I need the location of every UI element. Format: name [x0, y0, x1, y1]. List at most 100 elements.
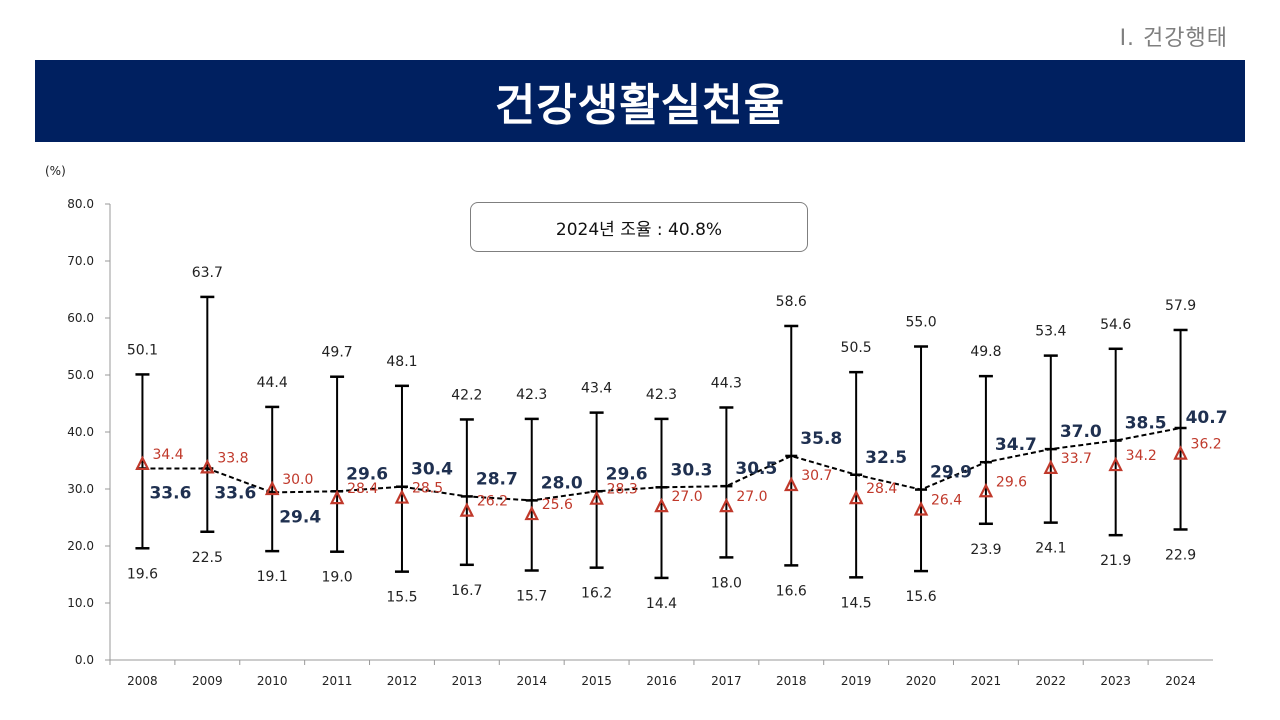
min-label: 14.5 [841, 595, 872, 611]
mean-label: 40.7 [1186, 408, 1228, 428]
triangle-label: 30.7 [801, 468, 832, 484]
annotation-box: 2024년 조율 : 40.8% [470, 202, 808, 252]
title-banner: 건강생활실천율 [35, 60, 1245, 142]
mean-label: 38.5 [1125, 414, 1167, 434]
max-label: 43.4 [581, 381, 612, 397]
page-title: 건강생활실천율 [494, 80, 786, 131]
x-tick-label: 2013 [452, 674, 483, 688]
max-label: 49.8 [970, 344, 1001, 360]
min-label: 19.0 [322, 570, 353, 586]
y-tick-label: 50.0 [67, 368, 94, 382]
triangle-marker [848, 489, 864, 505]
min-label: 22.9 [1165, 547, 1196, 563]
min-label: 15.5 [386, 590, 417, 606]
triangle-label: 34.4 [152, 447, 183, 463]
triangle-marker [524, 505, 540, 521]
mean-label: 29.9 [930, 463, 972, 483]
min-label: 16.6 [776, 583, 807, 599]
section-label: Ⅰ. 건강행태 [1119, 26, 1228, 51]
triangle-marker [913, 501, 929, 516]
y-axis-label: (%) [45, 164, 66, 178]
max-label: 63.7 [192, 265, 223, 281]
min-label: 23.9 [970, 542, 1001, 558]
x-tick-label: 2024 [1165, 674, 1196, 688]
mean-label: 30.4 [411, 460, 453, 480]
x-tick-label: 2012 [387, 674, 418, 688]
triangle-label: 28.4 [347, 481, 378, 497]
x-tick-label: 2011 [322, 674, 353, 688]
triangle-marker [719, 497, 734, 513]
x-tick-label: 2010 [257, 674, 288, 688]
x-tick-label: 2020 [906, 674, 937, 688]
triangle-label: 29.6 [996, 474, 1027, 490]
min-label: 16.7 [451, 583, 482, 599]
max-label: 57.9 [1165, 298, 1196, 314]
mean-label: 30.5 [735, 459, 777, 479]
triangle-label: 27.0 [736, 489, 767, 505]
x-tick-label: 2009 [192, 674, 223, 688]
triangle-marker [589, 490, 604, 505]
x-tick-label: 2008 [127, 674, 158, 688]
mean-label: 34.7 [995, 435, 1037, 455]
triangle-label: 26.4 [931, 493, 962, 509]
mean-label: 35.8 [800, 429, 842, 449]
max-label: 49.7 [322, 345, 353, 361]
y-tick-label: 0.0 [75, 653, 94, 667]
max-label: 44.4 [257, 375, 288, 391]
x-tick-label: 2018 [776, 674, 807, 688]
min-label: 22.5 [192, 550, 223, 566]
triangle-marker [1108, 456, 1123, 472]
triangle-marker [394, 489, 410, 504]
triangle-label: 28.3 [607, 482, 638, 498]
x-tick-label: 2019 [841, 674, 872, 688]
triangle-label: 25.6 [542, 497, 573, 513]
mean-label: 29.4 [279, 507, 321, 527]
x-tick-label: 2022 [1036, 674, 1067, 688]
min-label: 21.9 [1100, 553, 1131, 569]
x-tick-label: 2014 [516, 674, 547, 688]
triangle-marker [329, 489, 345, 505]
triangle-marker [1043, 459, 1059, 475]
triangle-marker [459, 502, 475, 517]
x-tick-label: 2023 [1100, 674, 1131, 688]
mean-label: 37.0 [1060, 422, 1102, 442]
min-label: 19.6 [127, 566, 158, 582]
y-tick-label: 40.0 [67, 425, 94, 439]
y-tick-label: 60.0 [67, 311, 94, 325]
triangle-marker [654, 497, 669, 513]
y-tick-label: 80.0 [67, 197, 94, 211]
triangle-marker [264, 480, 280, 496]
mean-label: 30.3 [671, 460, 713, 480]
triangle-label: 28.5 [412, 481, 443, 497]
mean-label: 33.6 [149, 483, 191, 503]
max-label: 55.0 [905, 315, 936, 331]
mean-label: 28.0 [541, 473, 583, 493]
triangle-label: 34.2 [1126, 448, 1157, 464]
triangle-label: 30.0 [282, 472, 313, 488]
triangle-label: 28.4 [866, 481, 897, 497]
min-label: 14.4 [646, 596, 677, 612]
max-label: 44.3 [711, 375, 742, 391]
triangle-label: 36.2 [1191, 437, 1222, 453]
triangle-marker [978, 482, 994, 498]
mean-line [142, 427, 1181, 502]
min-label: 15.7 [516, 589, 547, 605]
max-label: 50.1 [127, 342, 158, 358]
triangle-label: 27.0 [672, 489, 703, 505]
mean-label: 28.7 [476, 469, 518, 489]
max-label: 58.6 [776, 294, 807, 310]
y-tick-label: 70.0 [67, 254, 94, 268]
min-label: 16.2 [581, 586, 612, 602]
x-tick-label: 2016 [646, 674, 677, 688]
min-label: 24.1 [1035, 541, 1066, 557]
x-tick-label: 2021 [971, 674, 1002, 688]
min-label: 15.6 [905, 589, 936, 605]
triangle-label: 26.2 [477, 494, 508, 510]
max-label: 42.3 [516, 387, 547, 403]
max-label: 48.1 [386, 354, 417, 370]
max-label: 54.6 [1100, 317, 1131, 333]
triangle-marker [135, 455, 150, 471]
y-tick-label: 10.0 [67, 596, 94, 610]
max-label: 50.5 [841, 340, 872, 356]
